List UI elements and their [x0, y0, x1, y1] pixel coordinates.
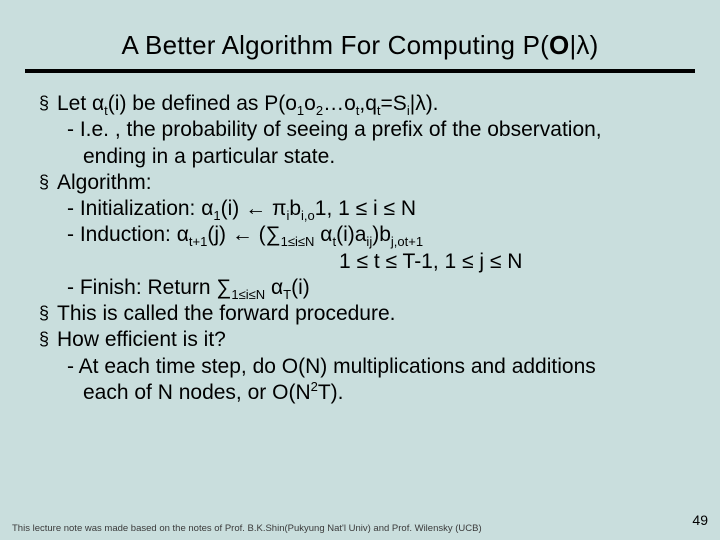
bullet-glyph: § [39, 170, 57, 195]
title-underline [25, 69, 695, 73]
bullet-text: How efficient is it? [57, 327, 226, 353]
bullet-glyph: § [39, 327, 57, 352]
page-number: 49 [692, 512, 708, 528]
slide-body: §Let αt(i) be defined as P(o1o2…ot,qt=Si… [15, 91, 705, 406]
slide: A Better Algorithm For Computing P(O|λ) … [0, 0, 720, 540]
sub-line: 1 ≤ t ≤ T-1, 1 ≤ j ≤ N [39, 249, 695, 275]
sub-line: each of N nodes, or O(N2T). [39, 380, 695, 406]
bullet-item: §This is called the forward procedure. [39, 301, 695, 327]
bullet-text: This is called the forward procedure. [57, 301, 396, 327]
bullet-glyph: § [39, 301, 57, 326]
sub-line: - Induction: αt+1(j) ← (∑1≤i≤N αt(i)aij)… [39, 222, 695, 248]
sub-line: ending in a particular state. [39, 144, 695, 170]
bullet-text: Algorithm: [57, 170, 152, 196]
sub-line: - Finish: Return ∑1≤i≤N αT(i) [39, 275, 695, 301]
bullet-item: §How efficient is it? [39, 327, 695, 353]
sub-line: - I.e. , the probability of seeing a pre… [39, 117, 695, 143]
bullet-item: §Let αt(i) be defined as P(o1o2…ot,qt=Si… [39, 91, 695, 117]
bullet-item: §Algorithm: [39, 170, 695, 196]
bullet-text: Let αt(i) be defined as P(o1o2…ot,qt=Si|… [57, 91, 439, 117]
bullet-glyph: § [39, 91, 57, 116]
slide-title: A Better Algorithm For Computing P(O|λ) [15, 30, 705, 61]
sub-line: - Initialization: α1(i) ← πibi,o1, 1 ≤ i… [39, 196, 695, 222]
footnote-text: This lecture note was made based on the … [12, 523, 482, 534]
sub-line: - At each time step, do O(N) multiplicat… [39, 354, 695, 380]
